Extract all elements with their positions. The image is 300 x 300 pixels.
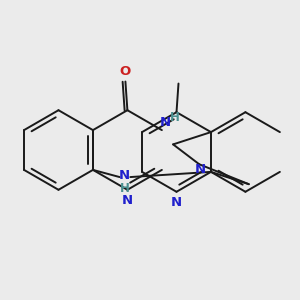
Text: H: H <box>120 182 130 195</box>
Text: N: N <box>119 169 130 182</box>
Text: N: N <box>194 164 206 176</box>
Text: H: H <box>170 111 179 124</box>
Text: N: N <box>160 116 171 129</box>
Text: O: O <box>120 65 131 78</box>
Text: N: N <box>122 194 133 207</box>
Text: N: N <box>171 196 182 209</box>
